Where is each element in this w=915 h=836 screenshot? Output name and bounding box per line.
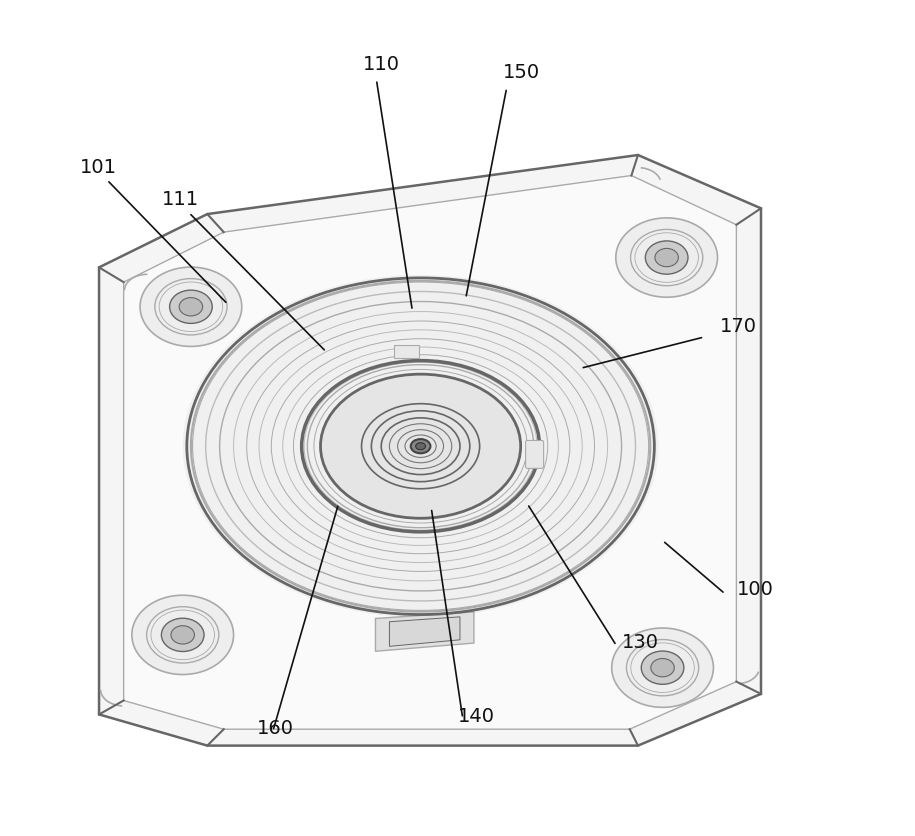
Text: 100: 100 [737, 579, 773, 599]
Text: 111: 111 [162, 190, 199, 209]
Polygon shape [390, 617, 460, 646]
Ellipse shape [320, 375, 521, 518]
Ellipse shape [140, 268, 242, 347]
Polygon shape [124, 176, 737, 729]
Ellipse shape [645, 242, 688, 275]
Text: 110: 110 [363, 55, 400, 74]
Ellipse shape [612, 629, 714, 707]
Ellipse shape [161, 619, 204, 652]
Text: 101: 101 [81, 157, 117, 176]
Text: 150: 150 [502, 63, 540, 82]
Text: 170: 170 [720, 317, 757, 336]
Ellipse shape [171, 626, 195, 645]
Text: 140: 140 [458, 706, 494, 725]
Ellipse shape [415, 443, 425, 451]
Bar [394, 346, 419, 359]
Ellipse shape [641, 651, 684, 685]
Ellipse shape [132, 595, 233, 675]
Ellipse shape [179, 298, 202, 317]
Ellipse shape [655, 249, 678, 268]
Text: 130: 130 [621, 633, 659, 651]
Polygon shape [99, 155, 761, 746]
Ellipse shape [651, 659, 674, 677]
Ellipse shape [616, 219, 717, 298]
FancyBboxPatch shape [525, 441, 544, 469]
Ellipse shape [411, 440, 430, 454]
Polygon shape [375, 612, 474, 651]
Ellipse shape [183, 276, 659, 618]
Text: 160: 160 [256, 718, 294, 737]
Ellipse shape [169, 291, 212, 324]
